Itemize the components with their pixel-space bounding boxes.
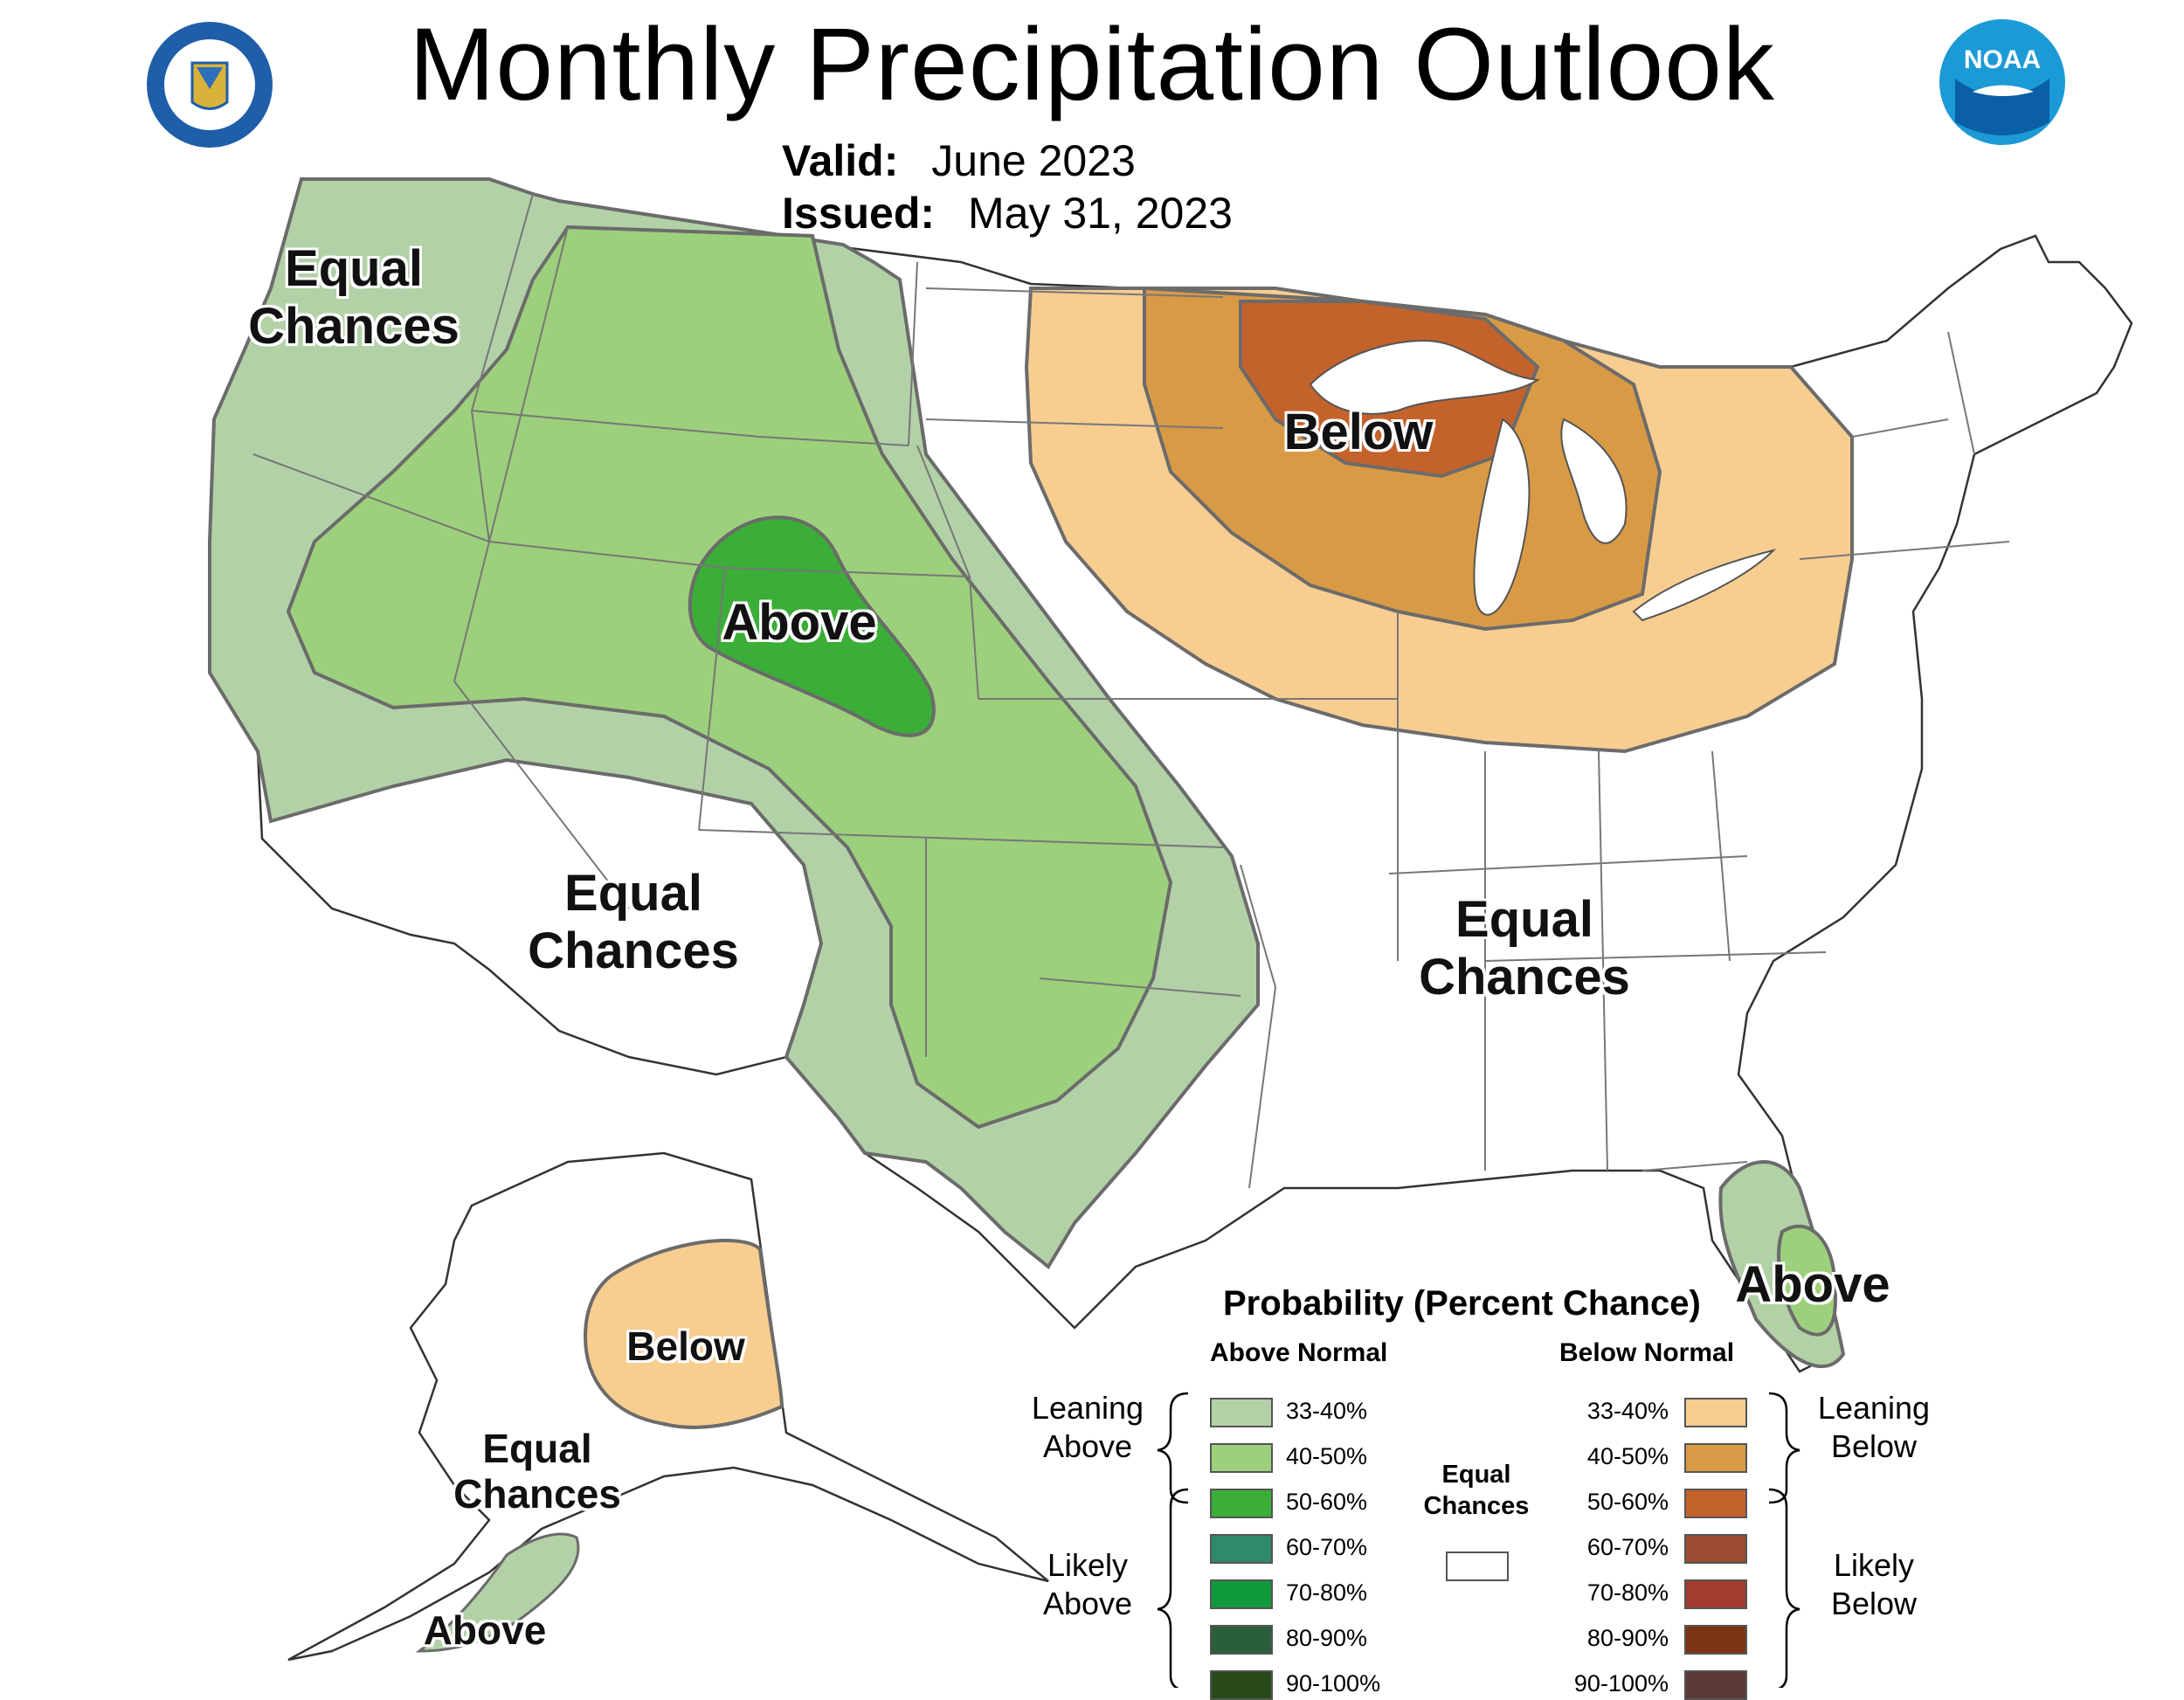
- above-swatch-6: [1210, 1670, 1273, 1700]
- legend-title: Probability (Percent Chance): [1223, 1284, 1701, 1323]
- alaska-equal-chances-label: Equal Chances: [453, 1426, 621, 1517]
- great-lakes-below-label: Below: [1283, 404, 1434, 460]
- nw-equal-chances-label: Equal Chances: [248, 240, 460, 355]
- above-33-40-alaska-region: [415, 1532, 580, 1653]
- below-range-label: 90-100%: [1573, 1670, 1669, 1697]
- above-40-50-florida-region: [1777, 1224, 1837, 1337]
- valid-label: Valid:: [782, 136, 899, 185]
- above-range-label: 60-70%: [1286, 1534, 1368, 1560]
- above-swatch-0: [1210, 1398, 1273, 1427]
- seal-icon: [147, 22, 273, 148]
- alaska-above-label: Above: [423, 1607, 547, 1653]
- equal-chances-legend-label: Equal Chances: [1423, 1461, 1530, 1520]
- above-range-label: 40-50%: [1286, 1443, 1368, 1469]
- alaska-below-label: Below: [626, 1323, 745, 1369]
- svg-text:NOAA: NOAA: [1964, 45, 2041, 74]
- leaning-below-label: Leaning Below: [1817, 1390, 1931, 1464]
- below-swatch-0: [1684, 1398, 1747, 1427]
- issued-label: Issued:: [782, 189, 936, 238]
- above-40-50-west-region: [286, 225, 1173, 1130]
- below-swatch-4: [1684, 1579, 1747, 1609]
- below-swatch-6: [1684, 1670, 1747, 1700]
- above-swatch-2: [1210, 1489, 1273, 1518]
- below-range-label: 60-70%: [1586, 1534, 1669, 1560]
- likely-below-label: Likely Below: [1830, 1547, 1918, 1621]
- below-normal-header: Below Normal: [1559, 1338, 1735, 1367]
- lake-erie: [1632, 549, 1777, 622]
- above-swatch-1: [1210, 1443, 1273, 1473]
- above-swatch-4: [1210, 1579, 1273, 1609]
- lake-superior: [1309, 340, 1540, 415]
- sw-equal-chances-label: Equal Chances: [528, 865, 739, 979]
- issued-value: May 31, 2023: [967, 189, 1233, 238]
- east-equal-chances-label: Equal Chances: [1419, 891, 1630, 1005]
- state-boundaries: [252, 193, 2010, 1189]
- below-range-label: 70-80%: [1586, 1579, 1669, 1606]
- leaning-above-label: Leaning Above: [1031, 1390, 1144, 1464]
- valid-value: June 2023: [931, 136, 1136, 185]
- below-range-label: 40-50%: [1586, 1443, 1669, 1469]
- issued-row: Issued: May 31, 2023: [782, 188, 1233, 238]
- below-range-label: 33-40%: [1586, 1398, 1669, 1424]
- below-swatch-3: [1684, 1534, 1747, 1564]
- equal-chances-swatch: [1446, 1551, 1509, 1581]
- above-swatch-3: [1210, 1534, 1273, 1564]
- above-range-label: 80-90%: [1286, 1625, 1368, 1651]
- above-range-label: 70-80%: [1286, 1579, 1368, 1606]
- above-range-label: 90-100%: [1286, 1670, 1381, 1697]
- below-swatch-1: [1684, 1443, 1747, 1473]
- noaa-logo: NOAA: [1938, 17, 2067, 147]
- below-range-label: 80-90%: [1586, 1625, 1669, 1651]
- florida-above-label: Above: [1735, 1256, 1890, 1313]
- page-title: Monthly Precipitation Outlook: [409, 7, 1775, 122]
- below-range-label: 50-60%: [1586, 1489, 1669, 1515]
- above-swatch-5: [1210, 1625, 1273, 1655]
- valid-row: Valid: June 2023: [782, 135, 1136, 186]
- above-normal-header: Above Normal: [1210, 1338, 1388, 1367]
- rockies-above-label: Above: [722, 594, 877, 651]
- lake-michigan: [1473, 418, 1531, 616]
- below-swatch-2: [1684, 1489, 1747, 1518]
- below-swatch-5: [1684, 1625, 1747, 1655]
- likely-above-label: Likely Above: [1042, 1547, 1133, 1621]
- noaa-icon: NOAA: [1939, 19, 2065, 145]
- above-50-60-rockies-region: [688, 515, 936, 737]
- above-range-label: 33-40%: [1286, 1398, 1368, 1424]
- department-of-commerce-seal: [144, 19, 275, 150]
- above-range-label: 50-60%: [1286, 1489, 1368, 1515]
- lake-huron: [1560, 418, 1628, 544]
- below-33-40-alaska-region: [583, 1239, 784, 1429]
